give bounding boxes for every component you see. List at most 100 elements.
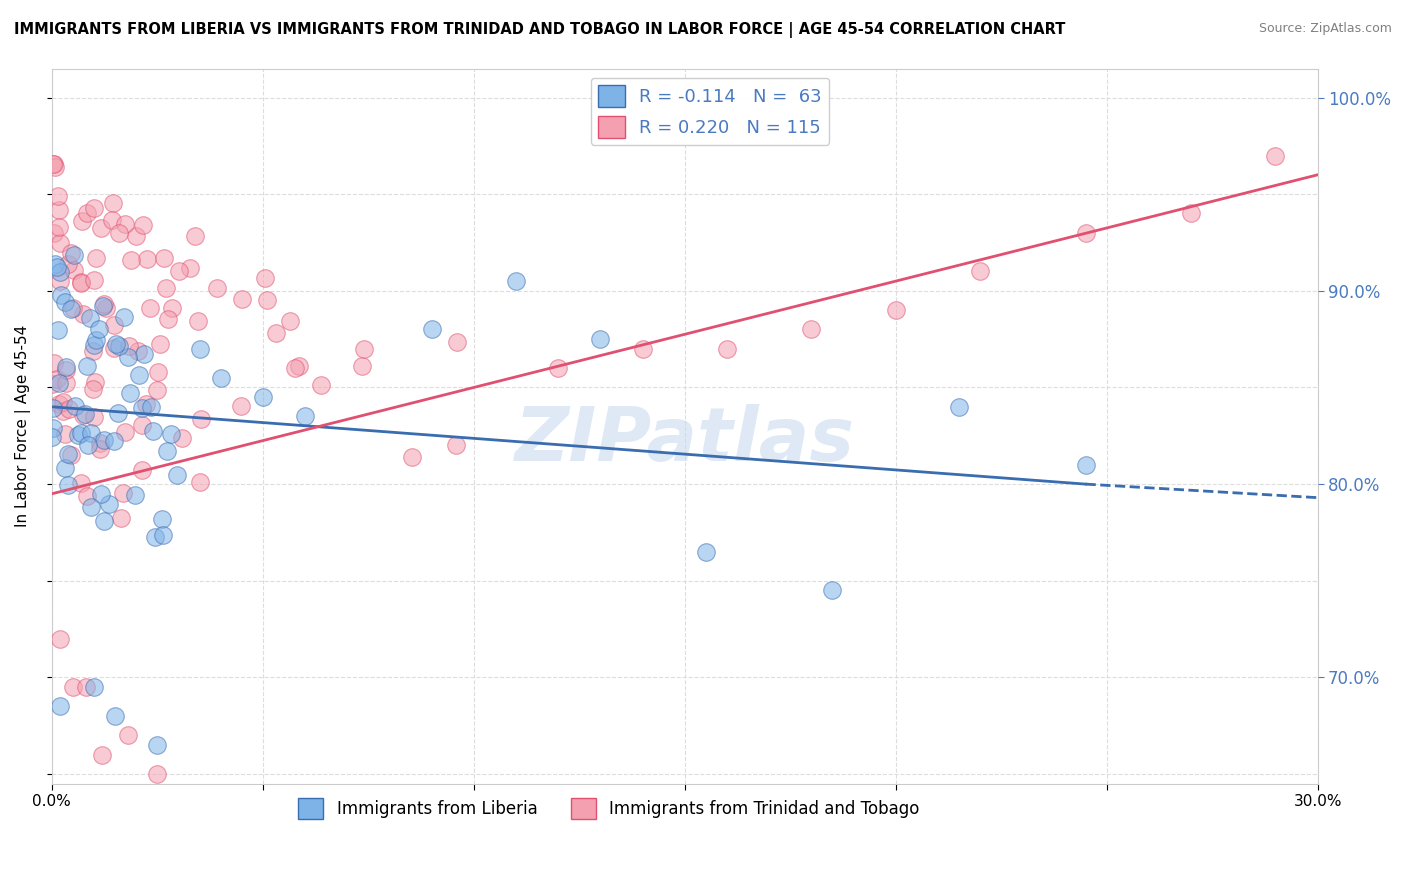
Point	[42, 156, 65, 170]
Point	[132, 218, 155, 232]
Point	[58, 257, 80, 271]
Point	[229, 399, 252, 413]
Point	[73, 407, 96, 421]
Point	[41, 430, 63, 444]
Legend: Immigrants from Liberia, Immigrants from Trinidad and Tobago: Immigrants from Liberia, Immigrants from…	[291, 792, 927, 825]
Point	[58, 401, 80, 416]
Point	[46, 188, 69, 202]
Point	[695, 545, 717, 559]
Point	[101, 213, 124, 227]
Point	[53, 427, 76, 442]
Point	[256, 293, 278, 307]
Point	[631, 342, 654, 356]
Point	[1180, 206, 1202, 220]
Point	[287, 359, 309, 373]
Point	[96, 301, 118, 316]
Point	[139, 400, 162, 414]
Point	[125, 228, 148, 243]
Point	[49, 274, 72, 288]
Point	[589, 332, 612, 346]
Point	[86, 251, 108, 265]
Point	[103, 434, 125, 448]
Point	[90, 220, 112, 235]
Point	[42, 421, 65, 435]
Point	[83, 202, 105, 216]
Point	[117, 728, 139, 742]
Point	[53, 294, 76, 309]
Point	[41, 377, 63, 392]
Point	[112, 310, 135, 324]
Point	[62, 301, 84, 316]
Point	[179, 261, 201, 276]
Point	[149, 337, 172, 351]
Point	[135, 397, 157, 411]
Point	[48, 235, 70, 250]
Point	[84, 375, 107, 389]
Point	[97, 497, 120, 511]
Point	[48, 397, 70, 411]
Point	[42, 226, 65, 240]
Point	[49, 632, 72, 646]
Point	[76, 489, 98, 503]
Point	[209, 371, 232, 385]
Point	[153, 251, 176, 265]
Point	[59, 448, 82, 462]
Point	[52, 395, 75, 409]
Point	[83, 273, 105, 287]
Point	[157, 312, 180, 326]
Point	[49, 288, 72, 302]
Point	[114, 217, 136, 231]
Point	[117, 351, 139, 365]
Point	[44, 257, 66, 271]
Point	[254, 270, 277, 285]
Point	[353, 343, 375, 357]
Point	[104, 709, 127, 723]
Point	[136, 252, 159, 266]
Point	[1264, 148, 1286, 162]
Point	[278, 314, 301, 328]
Point	[446, 334, 468, 349]
Point	[205, 281, 228, 295]
Point	[948, 400, 970, 414]
Point	[44, 160, 66, 174]
Point	[60, 246, 83, 260]
Point	[93, 515, 115, 529]
Point	[56, 477, 79, 491]
Point	[46, 372, 69, 386]
Point	[70, 214, 93, 228]
Point	[118, 385, 141, 400]
Point	[716, 342, 738, 356]
Point	[42, 157, 65, 171]
Point	[800, 322, 823, 336]
Point	[124, 488, 146, 502]
Point	[107, 339, 129, 353]
Point	[49, 699, 72, 714]
Point	[159, 427, 181, 442]
Point	[103, 195, 125, 210]
Point	[80, 425, 103, 440]
Point	[79, 310, 101, 325]
Point	[63, 263, 86, 277]
Point	[547, 361, 569, 376]
Point	[128, 368, 150, 382]
Point	[152, 528, 174, 542]
Point	[69, 475, 91, 490]
Point	[55, 363, 77, 377]
Point	[284, 360, 307, 375]
Point	[167, 264, 190, 278]
Point	[139, 301, 162, 315]
Point	[48, 203, 70, 218]
Point	[52, 403, 75, 417]
Point	[110, 511, 132, 525]
Point	[87, 322, 110, 336]
Point	[190, 411, 212, 425]
Point	[44, 356, 66, 370]
Point	[187, 314, 209, 328]
Point	[107, 406, 129, 420]
Point	[1074, 458, 1097, 472]
Text: ZIPatlas: ZIPatlas	[515, 404, 855, 477]
Point	[146, 767, 169, 781]
Point	[48, 220, 70, 235]
Point	[166, 468, 188, 483]
Point	[90, 486, 112, 500]
